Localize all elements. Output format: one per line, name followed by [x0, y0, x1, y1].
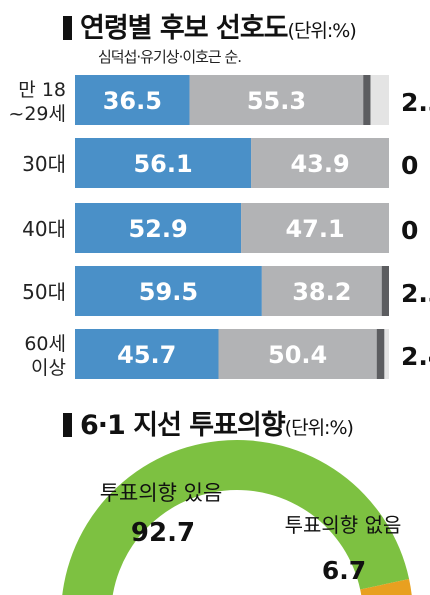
bar-value-label: 2.4 [401, 342, 430, 371]
bar-value-label: 52.9 [128, 215, 187, 243]
bar-segment [261, 266, 382, 316]
category-label: 만 18 [18, 79, 66, 101]
donut-value-label: 6.7 [322, 556, 366, 585]
bar-value-label: 55.3 [247, 87, 306, 115]
title-square-icon [63, 16, 72, 40]
bar-value-label: 2.3 [401, 279, 430, 308]
donut-category-label: 투표의향 있음 [100, 481, 223, 505]
donut-value-label: 92.7 [131, 518, 195, 548]
title-square-icon [63, 413, 72, 437]
bar-value-label: 38.2 [292, 278, 351, 306]
donut-category-label: 투표의향 없음 [285, 513, 402, 537]
bar-segment [241, 203, 389, 253]
bar-value-label: 47.1 [285, 215, 344, 243]
bar-value-label: 36.5 [103, 87, 162, 115]
donut-slice [360, 579, 412, 595]
bar-value-label: 50.4 [268, 341, 327, 369]
bar-segment [75, 266, 262, 316]
vote-intention-title: 6·1 지선 투표의향(단위:%) [63, 403, 354, 442]
bar-value-label: 43.9 [290, 150, 349, 178]
vote-intention-title-text: 6·1 지선 투표의향 [80, 410, 286, 441]
bar-value-label: 45.7 [117, 341, 176, 369]
category-label: 50대 [22, 280, 66, 304]
bar-value-label: 0 [401, 151, 418, 180]
bar-segment [376, 329, 385, 379]
age-preference-title-text: 연령별 후보 선호도 [80, 13, 289, 44]
category-label: 40대 [22, 217, 66, 241]
candidate-order-note: 심덕섭·유기상·이호근 순. [98, 48, 242, 66]
bar-value-label: 56.1 [133, 150, 192, 178]
age-preference-title: 연령별 후보 선호도(단위:%) [63, 6, 357, 45]
bar-value-label: 2.3 [401, 88, 430, 117]
bar-segment [218, 329, 377, 379]
bar-value-label: 0 [401, 216, 418, 245]
category-label: ~29세 [8, 103, 66, 125]
bar-segment [251, 138, 389, 188]
bar-segment [75, 138, 252, 188]
bar-segment [381, 266, 389, 316]
bar-segment [75, 203, 242, 253]
age-preference-unit: (단위:%) [287, 20, 357, 42]
bar-segment [75, 329, 219, 379]
vote-intention-unit: (단위:%) [284, 417, 354, 439]
bar-segment [75, 75, 190, 125]
bar-value-label: 59.5 [139, 278, 198, 306]
category-label: 60세 [24, 333, 66, 355]
category-label: 이상 [31, 357, 66, 379]
category-label: 30대 [22, 152, 66, 176]
bar-segment [189, 75, 364, 125]
donut-slice [62, 440, 410, 595]
bar-segment [363, 75, 371, 125]
